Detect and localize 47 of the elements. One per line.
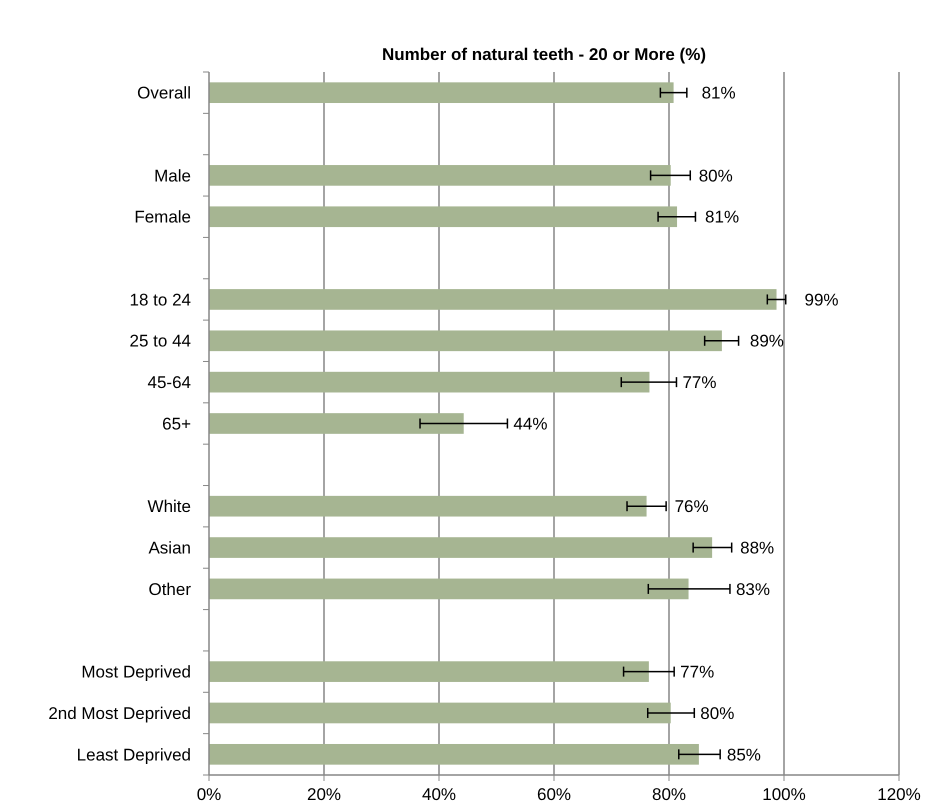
chart-title: Number of natural teeth - 20 or More (%) (382, 45, 706, 64)
bar (209, 289, 777, 310)
bar (209, 537, 712, 558)
data-label: 81% (702, 84, 736, 103)
bar (209, 82, 674, 104)
bar (209, 413, 464, 434)
y-tick-label: 45-64 (148, 373, 191, 392)
bar (209, 496, 647, 517)
data-label: 80% (700, 704, 734, 723)
data-label: 76% (674, 497, 709, 516)
y-tick-label: Male (154, 166, 191, 186)
data-label: 77% (680, 662, 714, 682)
data-label: 83% (736, 580, 770, 599)
x-tick-label: 40% (422, 785, 456, 804)
x-tick-label: 120% (877, 785, 921, 804)
y-tick-label: Overall (137, 84, 191, 103)
y-tick-label: 2nd Most Deprived (48, 704, 191, 723)
x-tick-label: 0% (196, 785, 222, 804)
data-label: 85% (726, 745, 761, 764)
bar (209, 372, 650, 392)
bar (209, 661, 649, 682)
y-tick-label: White (148, 497, 191, 516)
bar (209, 702, 671, 724)
bar (209, 206, 678, 228)
data-label: 81% (705, 208, 740, 227)
data-label: 77% (682, 373, 717, 392)
y-tick-label: 18 to 24 (130, 290, 191, 310)
y-tick-label: Female (134, 208, 191, 227)
y-tick-label: Other (148, 580, 192, 599)
y-tick-label: 65+ (162, 414, 192, 434)
y-tick-label: Asian (148, 538, 191, 558)
data-label: 80% (698, 166, 733, 186)
x-tick-label: 60% (536, 785, 572, 804)
y-tick-label: Most Deprived (81, 662, 191, 682)
bar (209, 330, 722, 352)
bar (209, 744, 699, 765)
data-label: 88% (740, 538, 774, 558)
bar (209, 578, 689, 600)
y-tick-label: 25 to 44 (130, 332, 191, 351)
data-label: 44% (513, 414, 548, 434)
data-label: 99% (804, 290, 839, 310)
y-tick-label: Least Deprived (76, 745, 191, 764)
x-tick-label: 100% (762, 785, 806, 804)
x-tick-label: 20% (306, 785, 342, 804)
bar (209, 165, 671, 186)
data-label: 89% (750, 332, 784, 351)
x-tick-label: 80% (652, 785, 686, 804)
